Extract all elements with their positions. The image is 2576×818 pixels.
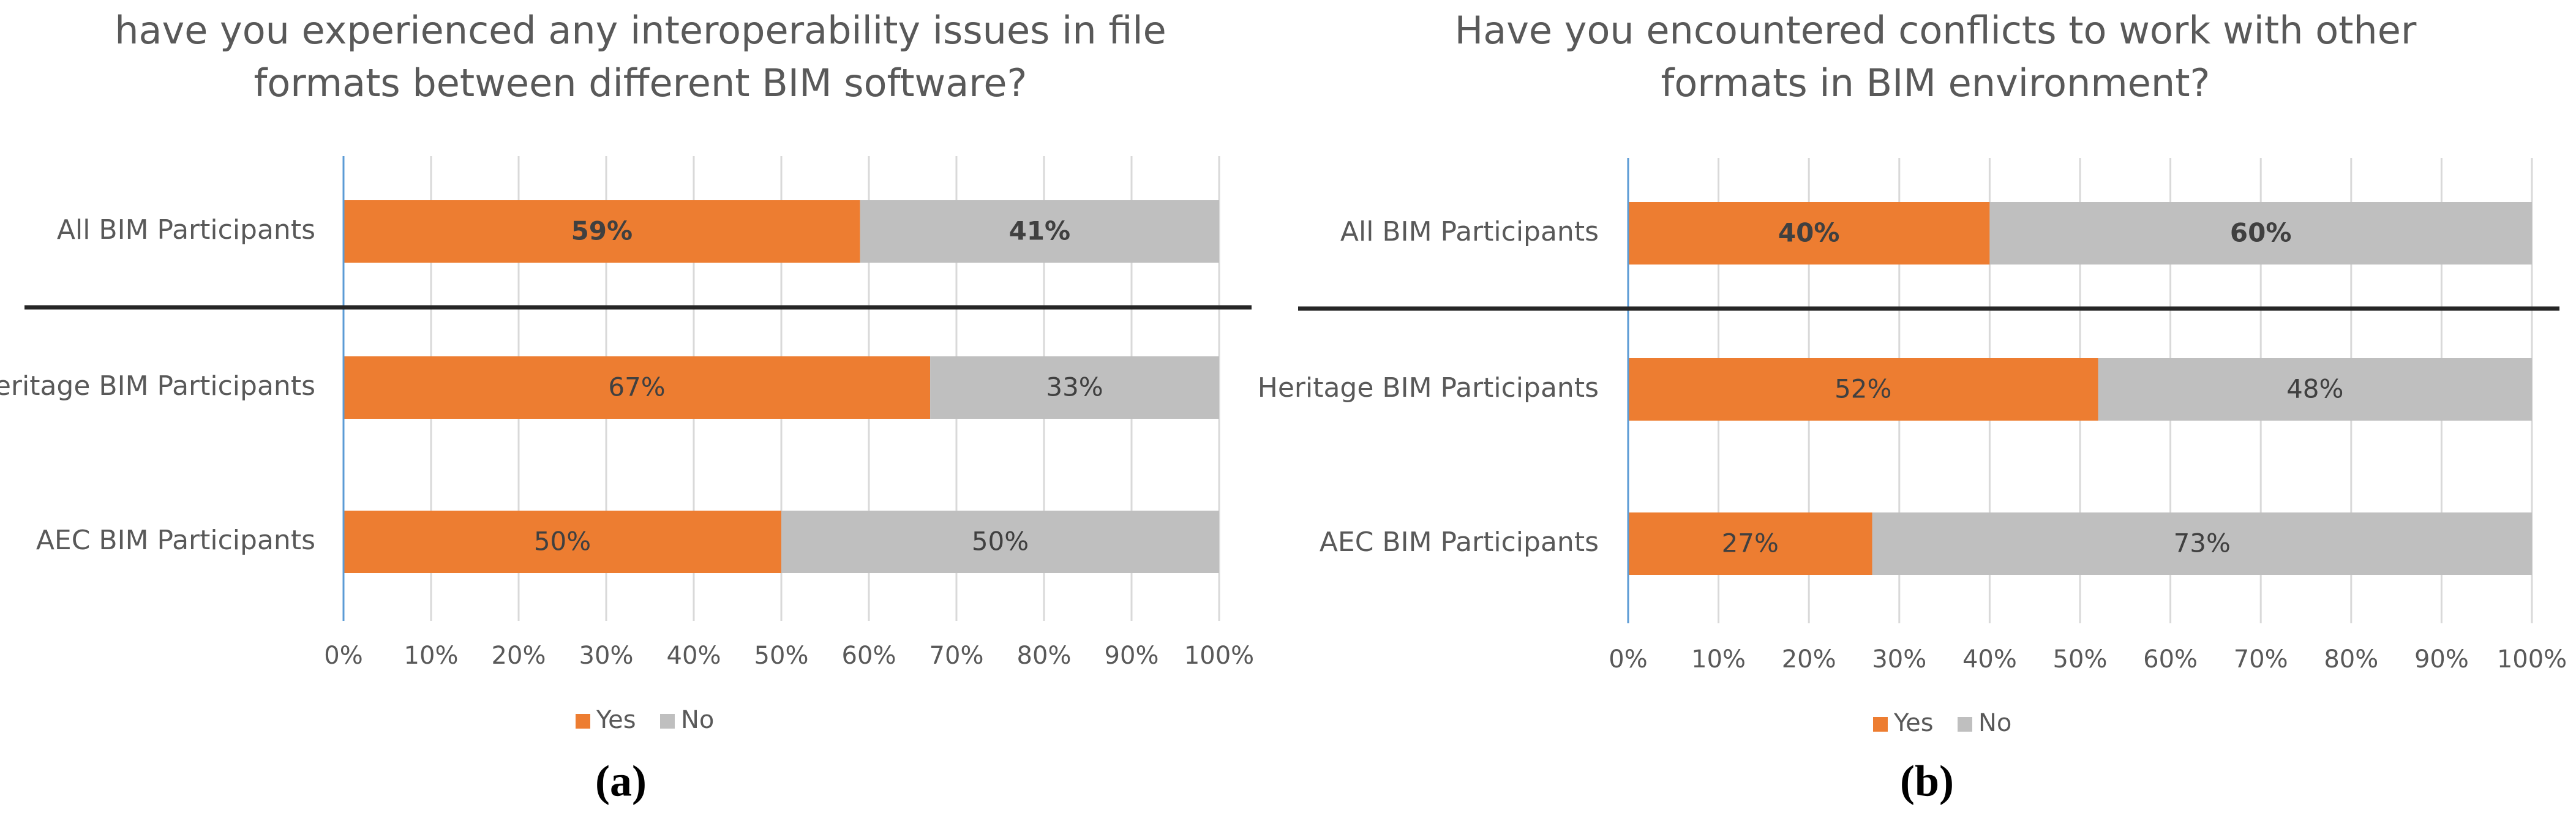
value-label: 33% (1046, 372, 1103, 402)
bar-segment (1628, 512, 1872, 575)
category-label: AEC BIM Participants (36, 525, 315, 556)
chart-title: formats in BIM environment? (1661, 61, 2210, 105)
x-tick-label: 40% (1962, 645, 2017, 674)
legend-label: No (1978, 709, 2011, 737)
value-label: 41% (1009, 216, 1071, 246)
x-tick-label: 50% (754, 642, 809, 670)
bar-segment (1872, 512, 2532, 575)
bar-segment (1628, 202, 1990, 265)
x-tick-label: 10% (404, 642, 459, 670)
value-label: 27% (1722, 528, 1779, 558)
legend-swatch (576, 714, 590, 729)
bar-segment (1989, 202, 2532, 265)
legend-swatch (1958, 717, 1972, 732)
x-tick-label: 10% (1691, 645, 1746, 674)
x-tick-label: 60% (2143, 645, 2198, 674)
x-tick-label: 30% (1872, 645, 1926, 674)
legend-swatch (660, 714, 675, 729)
value-label: 40% (1778, 218, 1840, 248)
chart-title: Have you encountered conflicts to work w… (1455, 8, 2417, 53)
value-label: 59% (571, 216, 633, 246)
category-label: All BIM Participants (57, 214, 315, 246)
caption: (a) (595, 757, 647, 806)
value-label: 60% (2230, 218, 2292, 248)
x-tick-label: 0% (324, 642, 362, 670)
bar-segment (2098, 358, 2532, 421)
x-tick-label: 40% (667, 642, 721, 670)
caption: (b) (1900, 757, 1954, 806)
legend-label: Yes (596, 706, 636, 734)
x-tick-label: 100% (1184, 642, 1254, 670)
value-label: 52% (1834, 374, 1891, 404)
legend-label: No (681, 706, 714, 734)
bar-segment (1628, 358, 2098, 421)
bar-segment (344, 511, 781, 573)
category-label: Heritage BIM Participants (1258, 372, 1599, 403)
category-label: AEC BIM Participants (1320, 527, 1599, 558)
bar-segment (344, 356, 931, 419)
x-tick-label: 20% (1782, 645, 1836, 674)
legend-label: Yes (1893, 709, 1934, 737)
chart-title: formats between different BIM software? (254, 61, 1027, 105)
x-tick-label: 30% (579, 642, 634, 670)
value-label: 67% (608, 372, 665, 402)
x-tick-label: 100% (2497, 645, 2567, 674)
legend-swatch (1873, 717, 1888, 732)
x-tick-label: 80% (2324, 645, 2378, 674)
category-label: All BIM Participants (1340, 216, 1599, 247)
x-tick-label: 50% (2053, 645, 2108, 674)
value-label: 73% (2174, 528, 2231, 558)
x-tick-label: 60% (842, 642, 896, 670)
bar-segment (930, 356, 1219, 419)
bar-segment (344, 200, 860, 263)
bar-segment (781, 511, 1219, 573)
x-tick-label: 90% (2414, 645, 2469, 674)
x-tick-label: 80% (1017, 642, 1072, 670)
x-tick-label: 0% (1609, 645, 1647, 674)
value-label: 50% (972, 527, 1029, 557)
category-label: Heritage BIM Participants (0, 370, 315, 402)
value-label: 50% (534, 527, 591, 557)
x-tick-label: 90% (1105, 642, 1159, 670)
x-tick-label: 70% (929, 642, 984, 670)
value-label: 48% (2286, 374, 2343, 404)
bar-segment (860, 200, 1219, 263)
x-tick-label: 70% (2234, 645, 2288, 674)
chart-title: have you experienced any interoperabilit… (115, 8, 1166, 53)
x-tick-label: 20% (492, 642, 546, 670)
